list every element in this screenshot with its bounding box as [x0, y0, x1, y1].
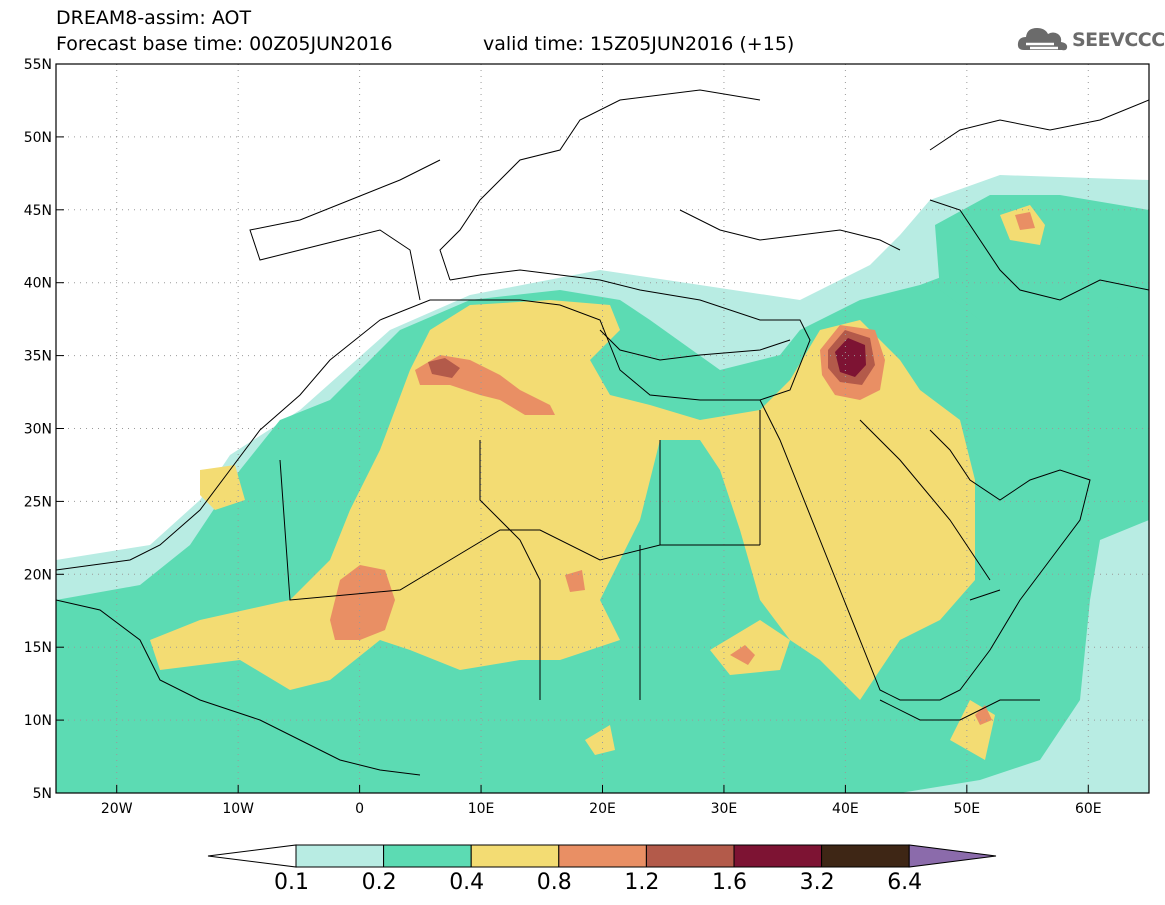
aot-level-0.4-patch-west	[200, 465, 245, 510]
cloud-logo-icon	[1017, 28, 1068, 51]
colorbar-swatch	[383, 844, 472, 868]
lat-label: 25N	[24, 494, 52, 510]
lat-label: 20N	[24, 567, 52, 583]
colorbar-swatch	[821, 844, 910, 868]
colorbar-level-label: 0.8	[536, 870, 572, 895]
colorbar-arrow-high	[908, 844, 997, 868]
coastlines	[56, 89, 1149, 776]
map-title: DREAM8-assim: AOT	[56, 7, 252, 29]
lon-label: 10E	[468, 801, 495, 817]
logo-text: SEEVCCC	[1072, 29, 1165, 51]
colorbar-arrow-low	[207, 844, 297, 868]
lon-label: 50E	[953, 801, 980, 817]
colorbar-swatch	[470, 844, 560, 868]
lat-label: 15N	[24, 640, 52, 656]
colorbar-level-label: 0.4	[449, 870, 485, 895]
colorbar	[207, 844, 997, 868]
colorbar-swatch	[645, 844, 735, 868]
lat-label: 10N	[24, 713, 52, 729]
aot-level-0.4-patch-se	[585, 725, 615, 755]
lon-label: 20E	[589, 801, 616, 817]
lat-label: 5N	[33, 786, 52, 802]
lat-label: 50N	[24, 130, 52, 146]
aot-level-1.6-iraq	[835, 338, 866, 377]
colorbar-level-label: 0.1	[274, 870, 309, 895]
valid-time: valid time: 15Z05JUN2016 (+15)	[483, 33, 795, 55]
lat-label: 55N	[24, 57, 52, 73]
colorbar-level-label: 0.2	[361, 870, 397, 895]
aot-level-1.2-tunisia	[428, 358, 460, 378]
lat-label: 45N	[24, 203, 52, 219]
colorbar-level-label: 3.2	[799, 870, 835, 895]
aot-level-0.2-caspian	[935, 195, 1149, 320]
colorbar-swatch	[558, 844, 647, 868]
lon-label: 60E	[1075, 801, 1102, 817]
aot-level-0.4-patch-east	[710, 620, 790, 675]
aot-level-0.8-small1	[565, 570, 585, 592]
colorbar-level-label: 1.6	[712, 870, 747, 895]
colorbar-swatch	[295, 844, 385, 868]
lon-label: 40E	[832, 801, 859, 817]
lon-label: 0	[355, 801, 364, 817]
lon-label: 30E	[711, 801, 738, 817]
colorbar-level-label: 1.2	[624, 870, 660, 895]
aot-level-0.8-small2	[975, 705, 992, 725]
aot-level-0.8-sudan	[730, 645, 755, 665]
aot-level-0.8-small3	[1015, 212, 1035, 230]
colorbar-swatch	[733, 844, 823, 868]
lat-label: 30N	[24, 422, 52, 438]
gridlines	[56, 64, 1149, 793]
lon-label: 20W	[101, 801, 133, 817]
lat-label: 40N	[24, 276, 52, 292]
lat-label: 35N	[24, 349, 52, 365]
forecast-base-time: Forecast base time: 00Z05JUN2016	[56, 33, 393, 55]
colorbar-level-label: 6.4	[887, 870, 923, 895]
aot-level-0.8-mali	[330, 565, 395, 640]
lon-label: 10W	[222, 801, 254, 817]
